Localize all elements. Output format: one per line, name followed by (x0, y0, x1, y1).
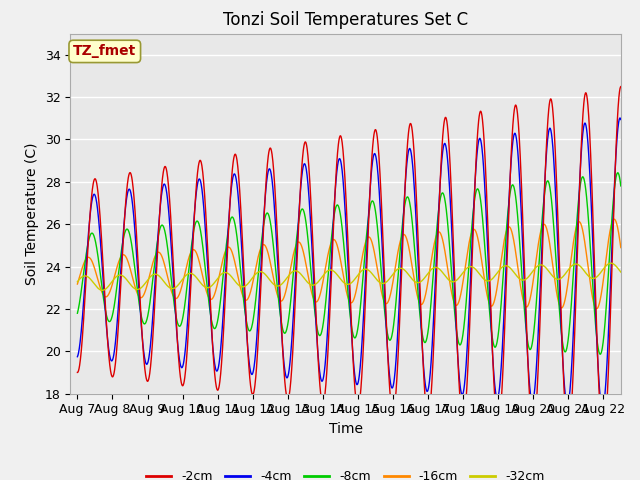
Title: Tonzi Soil Temperatures Set C: Tonzi Soil Temperatures Set C (223, 11, 468, 29)
X-axis label: Time: Time (328, 422, 363, 436)
Y-axis label: Soil Temperature (C): Soil Temperature (C) (25, 143, 39, 285)
Legend: -2cm, -4cm, -8cm, -16cm, -32cm: -2cm, -4cm, -8cm, -16cm, -32cm (141, 465, 550, 480)
Text: TZ_fmet: TZ_fmet (73, 44, 136, 59)
